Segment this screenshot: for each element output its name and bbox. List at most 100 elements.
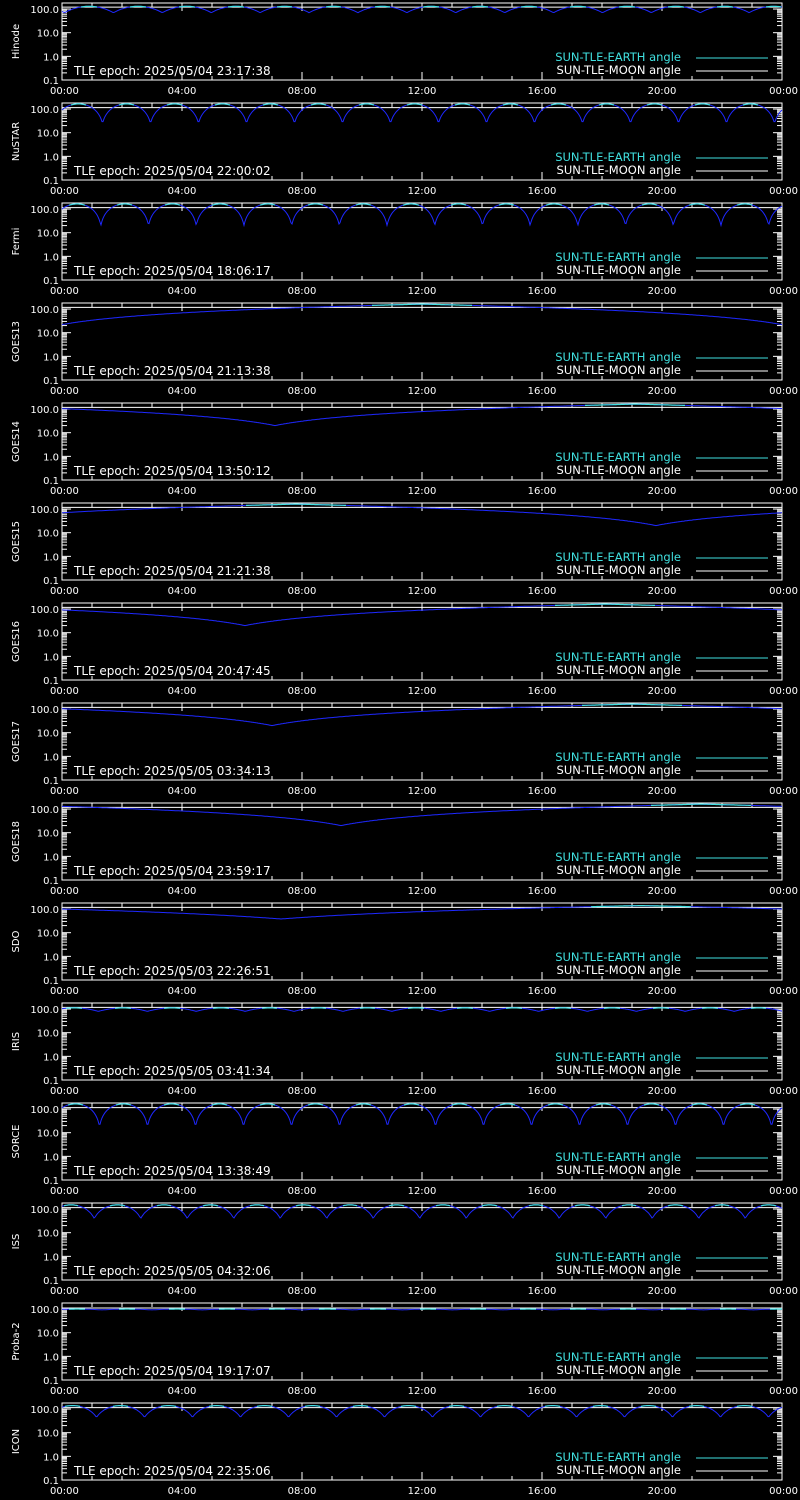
y-tick-label: 10.0 [37, 1029, 59, 1040]
y-tick-label: 0.1 [43, 376, 59, 387]
y-tick-label: 10.0 [37, 1429, 59, 1440]
x-tick-label: 00:00 [50, 1386, 79, 1397]
legend-earth-label: SUN-TLE-EARTH angle [555, 350, 681, 364]
y-tick-label: 1.0 [43, 452, 59, 463]
series-earth-peak [80, 5, 782, 8]
satellite-label: SDO [11, 930, 22, 952]
tle-epoch-label: TLE epoch: 2025/05/05 03:41:34 [73, 1064, 271, 1078]
legend-earth-label: SUN-TLE-EARTH angle [555, 1250, 681, 1264]
tle-epoch-label: TLE epoch: 2025/05/04 23:17:38 [73, 64, 271, 78]
y-tick-label: 10.0 [37, 1129, 59, 1140]
tle-epoch-label: TLE epoch: 2025/05/04 22:35:06 [73, 1464, 271, 1478]
x-tick-label: 20:00 [648, 1186, 677, 1197]
x-tick-label: 20:00 [648, 686, 677, 697]
x-tick-label: 00:00 [50, 386, 79, 397]
x-tick-label: 04:00 [168, 186, 197, 197]
y-tick-label: 10.0 [37, 329, 59, 340]
satellite-label: GOES17 [11, 721, 22, 762]
y-tick-label: 1.0 [43, 1052, 59, 1063]
x-tick-label: 12:00 [408, 686, 437, 697]
y-tick-label: 10.0 [37, 1329, 59, 1340]
series-earth-peak [64, 1405, 753, 1407]
tle-epoch-label: TLE epoch: 2025/05/04 20:47:45 [73, 664, 271, 678]
chart-goes18-panel: 100.010.01.00.100:00 04:00 08:00 12:00 16:00… [11, 802, 798, 897]
y-tick-label: 1.0 [43, 1252, 59, 1263]
x-tick-label: 12:00 [408, 1386, 437, 1397]
chart-hinode-panel: 100.010.01.00.100:00 04:00 08:00 12:00 16:00… [11, 2, 798, 97]
x-tick-label: 00:00 [50, 586, 79, 597]
x-tick-label: 00:00 [50, 1186, 79, 1197]
y-tick-label: 1.0 [43, 352, 59, 363]
y-tick-label: 0.1 [43, 1276, 59, 1287]
chart-iris-panel: 100.010.01.00.100:00 04:00 08:00 12:00 16:00… [11, 1002, 798, 1097]
y-tick-label: 100.0 [30, 1205, 59, 1216]
y-tick-label: 0.1 [43, 976, 59, 987]
legend-earth-label: SUN-TLE-EARTH angle [555, 150, 681, 164]
x-tick-label: 00:00 [769, 986, 798, 997]
y-tick-label: 0.1 [43, 76, 59, 87]
chart-iss-panel: 100.010.01.00.100:00 04:00 08:00 12:00 16:00… [11, 1202, 798, 1297]
y-tick-label: 0.1 [43, 1376, 59, 1387]
series-earth-line [61, 1405, 783, 1418]
x-tick-label: 12:00 [408, 486, 437, 497]
x-tick-label: 04:00 [168, 886, 197, 897]
x-tick-label: 08:00 [288, 186, 317, 197]
x-tick-label: 16:00 [528, 786, 557, 797]
x-tick-label: 16:00 [528, 286, 557, 297]
satellite-label: IRIS [11, 1032, 22, 1051]
x-tick-label: 16:00 [528, 1386, 557, 1397]
satellite-label: GOES13 [11, 321, 22, 362]
satellite-label: Fermi [11, 228, 22, 256]
x-tick-label: 20:00 [648, 1486, 677, 1497]
tle-epoch-label: TLE epoch: 2025/05/04 13:38:49 [73, 1164, 271, 1178]
legend-earth-label: SUN-TLE-EARTH angle [555, 850, 681, 864]
x-tick-label: 00:00 [50, 286, 79, 297]
x-tick-label: 16:00 [528, 1286, 557, 1297]
x-tick-label: 00:00 [50, 1286, 79, 1297]
x-tick-label: 08:00 [288, 986, 317, 997]
y-tick-label: 0.1 [43, 1476, 59, 1487]
series-earth-peak [67, 1103, 756, 1106]
x-tick-label: 16:00 [528, 1486, 557, 1497]
x-tick-label: 00:00 [50, 186, 79, 197]
x-tick-label: 04:00 [168, 386, 197, 397]
x-tick-label: 12:00 [408, 986, 437, 997]
y-tick-label: 100.0 [30, 405, 59, 416]
satellite-label: Hinode [11, 24, 22, 59]
x-tick-label: 00:00 [769, 1086, 798, 1097]
series-earth-peak [246, 503, 346, 506]
satellite-label: GOES15 [11, 521, 22, 562]
chart-fermi-panel: 100.010.01.00.100:00 04:00 08:00 12:00 16:00… [11, 202, 798, 297]
x-tick-label: 04:00 [168, 486, 197, 497]
legend-moon-label: SUN-TLE-MOON angle [557, 663, 681, 677]
y-tick-label: 0.1 [43, 576, 59, 587]
x-tick-label: 20:00 [648, 186, 677, 197]
tle-epoch-label: TLE epoch: 2025/05/04 22:00:02 [73, 164, 271, 178]
y-tick-label: 1.0 [43, 1152, 59, 1163]
x-tick-label: 16:00 [528, 986, 557, 997]
x-tick-label: 04:00 [168, 586, 197, 597]
legend-moon-label: SUN-TLE-MOON angle [557, 763, 681, 777]
legend-earth-label: SUN-TLE-EARTH angle [555, 550, 681, 564]
legend-moon-label: SUN-TLE-MOON angle [557, 863, 681, 877]
chart-icon-panel: 100.010.01.00.100:00 04:00 08:00 12:00 16:00… [11, 1402, 798, 1497]
x-tick-label: 04:00 [168, 1086, 197, 1097]
y-tick-label: 1.0 [43, 1452, 59, 1463]
series-earth-line [61, 203, 783, 228]
chart-goes15-panel: 100.010.01.00.100:00 04:00 08:00 12:00 16:00… [11, 502, 798, 597]
satellite-label: GOES18 [11, 821, 22, 862]
y-tick-label: 10.0 [37, 629, 59, 640]
legend-moon-label: SUN-TLE-MOON angle [557, 563, 681, 577]
x-tick-label: 00:00 [769, 386, 798, 397]
chart-goes14-panel: 100.010.01.00.100:00 04:00 08:00 12:00 16:00… [11, 402, 798, 497]
chart-nustar-panel: 100.010.01.00.100:00 04:00 08:00 12:00 16:00… [11, 102, 798, 197]
x-tick-label: 16:00 [528, 386, 557, 397]
x-tick-label: 08:00 [288, 1186, 317, 1197]
satellite-label: GOES16 [11, 621, 22, 662]
tle-epoch-label: TLE epoch: 2025/05/04 21:13:38 [73, 364, 271, 378]
x-tick-label: 08:00 [288, 786, 317, 797]
y-tick-label: 0.1 [43, 176, 59, 187]
legend-earth-label: SUN-TLE-EARTH angle [555, 750, 681, 764]
y-tick-label: 10.0 [37, 929, 59, 940]
